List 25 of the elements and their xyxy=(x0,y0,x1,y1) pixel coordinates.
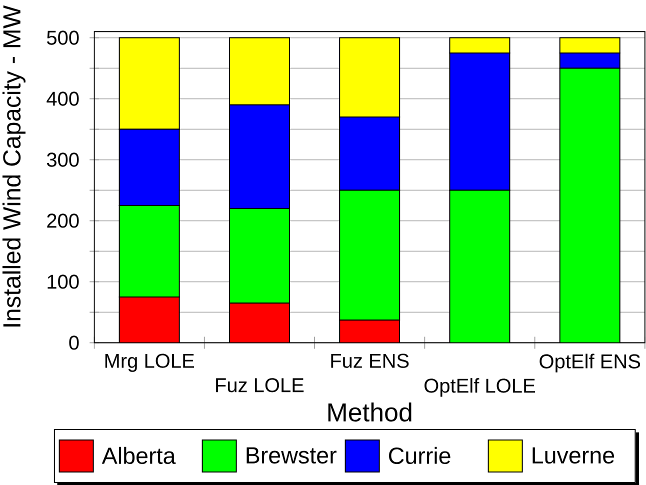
x-tick-label: Fuz LOLE xyxy=(216,378,304,392)
legend-label: Luverne xyxy=(532,447,614,464)
bar xyxy=(449,190,510,343)
bar xyxy=(228,208,290,304)
x-tick-label: Mrg LOLE xyxy=(105,354,194,372)
x-tick-label: OptElf LOLE xyxy=(424,378,535,397)
y-tick-label: 200 xyxy=(47,214,79,228)
y-tick-label: 500 xyxy=(46,30,79,45)
bar xyxy=(118,204,180,298)
x-tick-label: Fuz ENS xyxy=(331,354,409,368)
bar xyxy=(228,302,290,343)
x-axis-title: Method xyxy=(328,402,412,422)
y-tick-label: 0 xyxy=(69,336,79,350)
bar xyxy=(559,68,620,343)
y-axis-title: Installed Wind Capacity - MW xyxy=(2,5,26,326)
y-tick-label: 400 xyxy=(46,92,79,106)
bar xyxy=(339,190,400,321)
legend-label: Brewster xyxy=(246,447,336,464)
y-tick-label: 100 xyxy=(48,274,79,289)
legend-label: Currie xyxy=(389,446,450,464)
y-tick-label: 300 xyxy=(46,152,79,167)
bar xyxy=(118,296,180,343)
bar xyxy=(339,320,400,343)
legend-label: Alberta xyxy=(102,446,176,464)
x-tick-label: OptElf ENS xyxy=(540,354,640,372)
